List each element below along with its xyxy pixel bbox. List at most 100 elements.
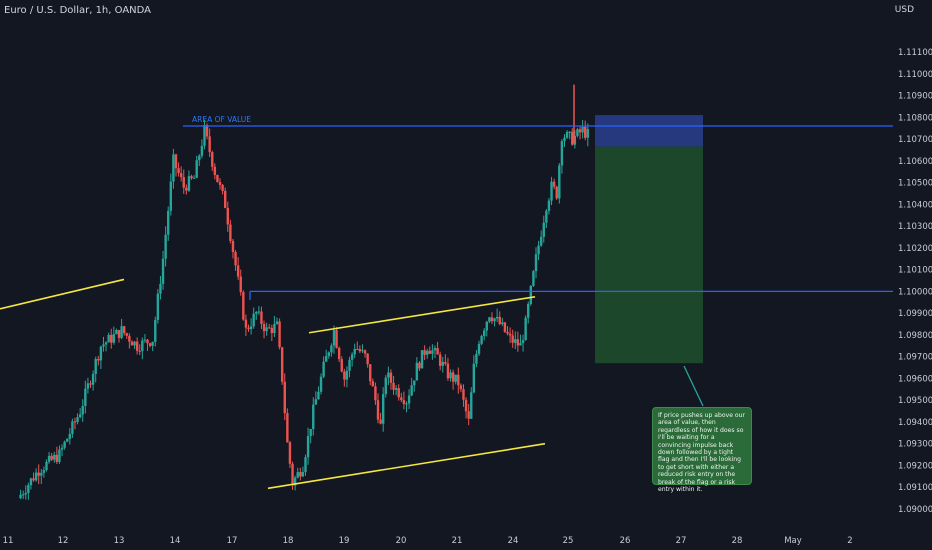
candle-body (337, 347, 341, 360)
price-tick-label: 1.10800 (898, 113, 932, 123)
candle-body (115, 330, 118, 335)
candle-body (312, 404, 315, 430)
candle-body (490, 317, 494, 322)
candle-body (255, 312, 258, 314)
candle-body (291, 463, 294, 486)
candle-body (73, 421, 77, 423)
candle-body (356, 348, 359, 350)
candle-body (299, 472, 302, 477)
candle-body (495, 316, 499, 319)
candle-body (198, 155, 201, 161)
candle-body (34, 472, 38, 481)
candle-body (221, 184, 224, 191)
candle-body (545, 210, 548, 223)
candle-body (19, 494, 22, 499)
candle-body (508, 333, 512, 336)
candle-body (555, 186, 558, 199)
candle-body (205, 125, 209, 137)
channel-lower-line (267, 442, 546, 490)
candle-body (32, 478, 35, 481)
candle-body (454, 374, 457, 382)
candle-body (265, 327, 268, 332)
candle-body (441, 361, 444, 366)
trade-note[interactable]: If price pushes up above our area of val… (652, 407, 752, 493)
candle-body (58, 449, 61, 462)
candle-body (539, 236, 543, 246)
candle-body (40, 472, 43, 476)
candle-body (45, 461, 48, 471)
candle-body (89, 383, 92, 385)
candle-body (60, 447, 64, 450)
candle-body (488, 317, 491, 322)
candle-body (218, 182, 222, 185)
candle-body (457, 374, 460, 386)
candle-body (53, 454, 56, 460)
candle-body (358, 349, 362, 352)
candle-body (534, 254, 538, 272)
price-tick-label: 1.11100 (898, 48, 932, 58)
candle-body (493, 318, 496, 322)
time-axis[interactable]: 11 12 13 14 17 18 19 20 21 24 25 26 27 28 May 2 (3, 536, 853, 546)
candle-body (542, 222, 545, 237)
candle-body (348, 359, 351, 371)
candle-body (519, 343, 522, 346)
time-tick-label: 11 (3, 536, 14, 546)
candle-body (50, 455, 53, 460)
time-tick-label: 18 (283, 536, 294, 546)
candle-body (231, 240, 235, 253)
candle-body (537, 245, 540, 255)
candle-body (91, 373, 95, 385)
candle-body (345, 370, 349, 380)
price-tick-label: 1.09900 (898, 309, 932, 319)
candle-body (102, 344, 105, 347)
price-tick-label: 1.10300 (898, 222, 932, 232)
candle-body (464, 399, 468, 412)
candle-body (167, 210, 170, 235)
price-axis[interactable]: 1.09000 1.09100 1.09200 1.09300 1.09400 1.095… (898, 48, 932, 515)
chart-labels: AREA OF VALUE (192, 115, 251, 124)
candle-body (407, 395, 411, 404)
candle-body (568, 131, 571, 133)
candle-body (159, 283, 162, 294)
candle-body (433, 348, 437, 351)
candle-body (506, 331, 509, 334)
candle-body (195, 160, 198, 178)
candle-body (353, 348, 356, 355)
candle-body (260, 311, 263, 324)
candle-body (410, 385, 413, 396)
candle-body (462, 389, 465, 400)
candle-body (185, 187, 188, 191)
candle-body (278, 321, 281, 348)
candle-body (97, 359, 100, 361)
candle-body (257, 311, 261, 313)
candles (19, 84, 589, 500)
candle-body (120, 326, 123, 338)
candle-body (208, 136, 211, 153)
candle-body (319, 376, 323, 392)
candle-body (161, 258, 165, 284)
candle-body (125, 333, 128, 336)
candle-body (224, 190, 227, 208)
candle-body (532, 271, 535, 286)
time-tick-label: 2 (847, 536, 852, 546)
candle-body (547, 200, 551, 211)
drawing-lines (0, 125, 893, 490)
candle-body (423, 350, 426, 355)
candle-body (172, 154, 175, 182)
time-tick-label: May (784, 536, 802, 546)
price-tick-label: 1.09700 (898, 353, 932, 363)
candle-body (584, 126, 587, 138)
candle-body (314, 399, 318, 405)
candle-body (71, 421, 74, 434)
candle-body (177, 168, 180, 174)
candle-body (200, 145, 204, 156)
candle-body (151, 341, 154, 346)
candle-body (179, 173, 183, 178)
candle-body (578, 129, 582, 133)
note-pointer (683, 365, 704, 407)
time-tick-label: 13 (114, 536, 125, 546)
candle-body (273, 323, 276, 334)
candle-body (268, 327, 271, 329)
price-tick-label: 1.09200 (898, 461, 932, 471)
